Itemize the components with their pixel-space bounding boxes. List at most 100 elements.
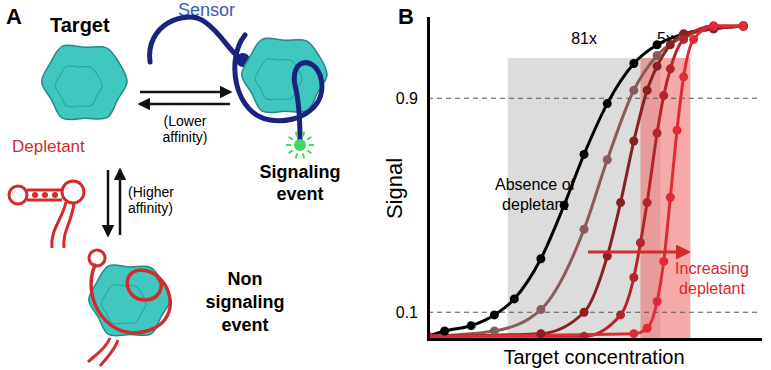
signal-ray bbox=[289, 137, 293, 140]
point bbox=[440, 326, 449, 335]
point bbox=[659, 91, 668, 100]
point bbox=[653, 51, 662, 60]
arrow bbox=[140, 91, 230, 94]
signal-ray bbox=[303, 132, 305, 137]
depletant-bead bbox=[32, 192, 38, 198]
axis-line bbox=[429, 338, 761, 341]
depletant-label: Depletant bbox=[12, 137, 85, 156]
point bbox=[603, 155, 612, 164]
protein bbox=[242, 38, 327, 112]
point bbox=[666, 40, 675, 49]
depletant-tail bbox=[52, 202, 74, 248]
point bbox=[580, 332, 589, 339]
point bbox=[739, 22, 748, 31]
grid-line bbox=[428, 312, 760, 313]
tick-label: 0.1 bbox=[396, 304, 418, 321]
signal-ray bbox=[296, 154, 298, 159]
non-signaling-label: signaling bbox=[205, 292, 284, 312]
y-axis-title: Signal bbox=[382, 158, 407, 219]
point bbox=[709, 22, 718, 31]
depletant-loop bbox=[9, 186, 27, 204]
point bbox=[739, 22, 748, 31]
signal-burst bbox=[294, 139, 306, 151]
point bbox=[603, 99, 612, 108]
depletant-loop bbox=[62, 181, 84, 203]
protein bbox=[42, 45, 127, 119]
point bbox=[580, 308, 589, 317]
grid-line bbox=[428, 98, 760, 99]
point bbox=[629, 273, 638, 282]
axis-line bbox=[427, 19, 430, 340]
point bbox=[643, 198, 652, 207]
arrow bbox=[107, 170, 110, 235]
signal-ray bbox=[307, 137, 311, 140]
point bbox=[679, 72, 688, 81]
non-signaling-label: Non bbox=[228, 269, 263, 289]
figure: ATargetSensor(Loweraffinity)Signalingeve… bbox=[0, 0, 771, 370]
point bbox=[709, 22, 718, 31]
point bbox=[659, 257, 668, 266]
point bbox=[467, 321, 476, 330]
plot-area bbox=[428, 22, 748, 339]
point bbox=[536, 329, 545, 338]
x-axis bbox=[429, 339, 761, 340]
point bbox=[536, 254, 545, 263]
depletant-bound bbox=[91, 265, 170, 333]
point bbox=[629, 329, 638, 338]
point bbox=[653, 129, 662, 138]
sensor bbox=[150, 17, 240, 62]
annotation: Increasing bbox=[675, 260, 749, 277]
signal-ray bbox=[286, 144, 291, 146]
depletant-bead bbox=[42, 192, 48, 198]
point bbox=[739, 22, 748, 31]
panel-label: B bbox=[398, 4, 414, 29]
affinity-label: (Lower bbox=[164, 113, 207, 129]
annotation: depletant bbox=[679, 280, 745, 297]
point bbox=[629, 86, 638, 95]
point bbox=[666, 64, 675, 73]
target-label: Target bbox=[50, 14, 110, 36]
affinity-label: affinity) bbox=[163, 129, 208, 145]
band-label: 81x bbox=[571, 30, 597, 47]
affinity-label: affinity) bbox=[128, 200, 173, 216]
depletant-loop bbox=[89, 250, 105, 266]
point bbox=[643, 86, 652, 95]
point bbox=[490, 310, 499, 319]
point bbox=[679, 35, 688, 44]
point bbox=[580, 225, 589, 234]
protein-texture bbox=[101, 285, 146, 324]
annotation-arrow bbox=[588, 251, 688, 254]
point bbox=[653, 297, 662, 306]
depletant-stem bbox=[27, 190, 62, 200]
point bbox=[629, 137, 638, 146]
signal-ray bbox=[289, 150, 293, 153]
arrow bbox=[119, 170, 122, 235]
point bbox=[739, 22, 748, 31]
point bbox=[616, 198, 625, 207]
point bbox=[739, 22, 748, 31]
point bbox=[666, 193, 675, 202]
point bbox=[653, 40, 662, 49]
signal-ray bbox=[303, 154, 305, 159]
point bbox=[616, 310, 625, 319]
signaling-label: Signaling bbox=[260, 162, 341, 182]
protein-texture bbox=[55, 66, 102, 107]
depletant-tail bbox=[88, 338, 118, 366]
point bbox=[689, 35, 698, 44]
point bbox=[536, 305, 545, 314]
sensor-bound bbox=[235, 35, 322, 140]
protein bbox=[89, 265, 170, 336]
non-signaling-label: event bbox=[221, 315, 268, 335]
point bbox=[629, 59, 638, 68]
signal-ray bbox=[309, 144, 314, 146]
signal-ray bbox=[296, 132, 298, 137]
point bbox=[643, 324, 652, 333]
tick: 0.9 bbox=[396, 90, 428, 107]
x-axis-title: Target concentration bbox=[503, 346, 684, 368]
panel-label: A bbox=[6, 4, 22, 29]
point bbox=[636, 238, 645, 247]
annotation: depletant bbox=[502, 196, 568, 213]
point bbox=[653, 62, 662, 71]
affinity-label: (Higher bbox=[128, 184, 174, 200]
annotation: Absence of bbox=[495, 176, 576, 193]
